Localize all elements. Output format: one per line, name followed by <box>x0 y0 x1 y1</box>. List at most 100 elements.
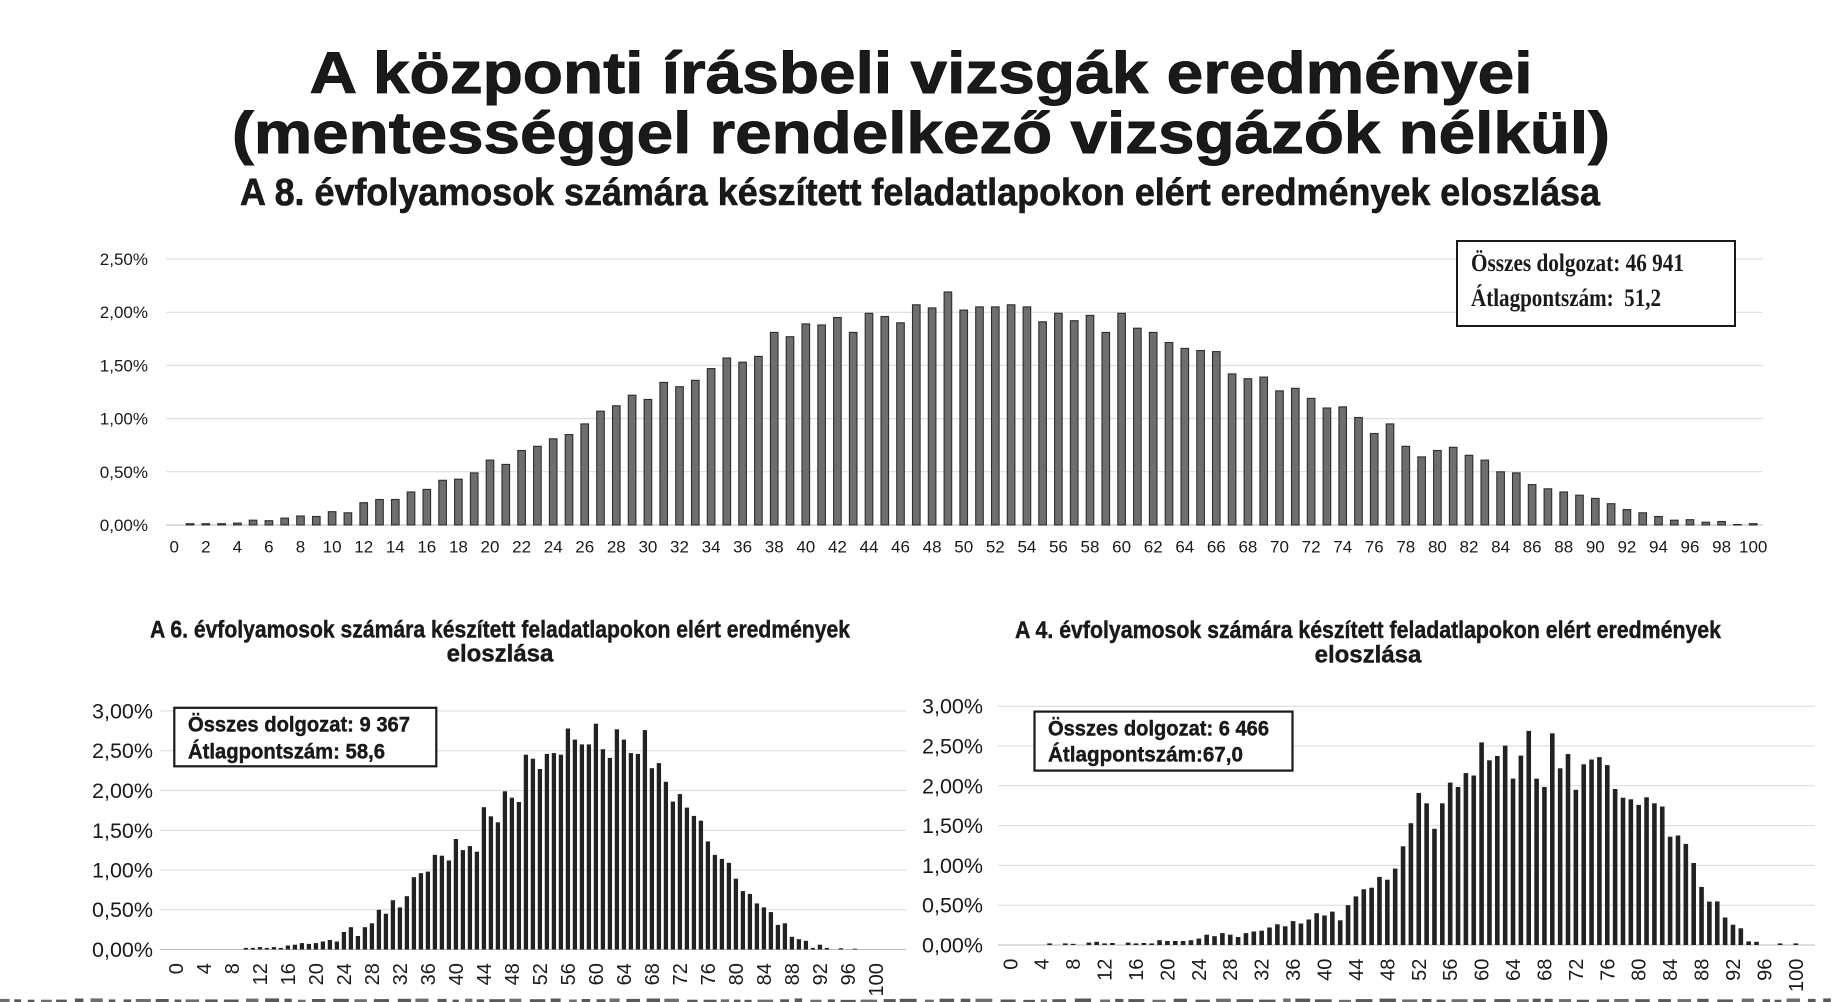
svg-text:86: 86 <box>1523 538 1542 557</box>
svg-text:56: 56 <box>1440 959 1462 981</box>
svg-text:12: 12 <box>1095 959 1117 981</box>
svg-text:A 8. évfolyamosok számára kész: A 8. évfolyamosok számára készített fela… <box>240 172 1601 214</box>
svg-text:0,00%: 0,00% <box>922 934 983 958</box>
svg-text:28: 28 <box>607 538 626 557</box>
svg-text:70: 70 <box>1270 538 1289 557</box>
svg-text:88: 88 <box>1554 538 1573 557</box>
svg-text:0: 0 <box>1000 959 1022 970</box>
svg-text:2,00%: 2,00% <box>100 303 148 322</box>
svg-text:60: 60 <box>1112 538 1131 557</box>
svg-text:100: 100 <box>866 963 888 996</box>
svg-text:56: 56 <box>1049 538 1068 557</box>
svg-text:0: 0 <box>169 538 178 557</box>
svg-text:88: 88 <box>1692 959 1714 981</box>
svg-text:8: 8 <box>222 963 244 974</box>
svg-text:80: 80 <box>1629 959 1651 981</box>
svg-text:24: 24 <box>544 538 563 557</box>
svg-text:8: 8 <box>1063 959 1085 970</box>
svg-text:96: 96 <box>1681 538 1700 557</box>
svg-text:18: 18 <box>449 538 468 557</box>
svg-text:40: 40 <box>446 963 468 985</box>
svg-text:0,50%: 0,50% <box>922 894 983 918</box>
svg-text:Átlagpontszám: 58,6: Átlagpontszám: 58,6 <box>188 741 385 764</box>
svg-text:64: 64 <box>1503 959 1525 981</box>
svg-text:10: 10 <box>323 538 342 557</box>
svg-text:eloszlása: eloszlása <box>447 641 554 668</box>
svg-text:(mentességgel rendelkező vizsg: (mentességgel rendelkező vizsgázók nélkü… <box>232 101 1610 166</box>
svg-text:12: 12 <box>354 538 373 557</box>
svg-text:52: 52 <box>530 963 552 985</box>
svg-text:22: 22 <box>512 538 531 557</box>
svg-text:66: 66 <box>1207 538 1226 557</box>
svg-text:42: 42 <box>828 538 847 557</box>
svg-text:2,50%: 2,50% <box>92 739 153 763</box>
svg-text:76: 76 <box>1597 959 1619 981</box>
svg-text:20: 20 <box>481 538 500 557</box>
svg-text:A központi írásbeli vizsgák er: A központi írásbeli vizsgák eredményei <box>310 41 1533 106</box>
svg-text:A 6. évfolyamosok számára kész: A 6. évfolyamosok számára készített fela… <box>150 617 851 644</box>
svg-text:1,50%: 1,50% <box>922 814 983 838</box>
svg-text:48: 48 <box>502 963 524 985</box>
svg-text:A 4. évfolyamosok számára kész: A 4. évfolyamosok számára készített fela… <box>1015 617 1722 644</box>
svg-text:68: 68 <box>1238 538 1257 557</box>
svg-text:12: 12 <box>250 963 272 985</box>
svg-text:32: 32 <box>1252 959 1274 981</box>
svg-text:Összes dolgozat: 46 941: Összes dolgozat: 46 941 <box>1471 250 1684 277</box>
svg-text:0,50%: 0,50% <box>92 898 153 922</box>
svg-text:16: 16 <box>1126 959 1148 981</box>
svg-text:80: 80 <box>726 963 748 985</box>
svg-text:90: 90 <box>1586 538 1605 557</box>
svg-text:1,00%: 1,00% <box>922 854 983 878</box>
svg-text:92: 92 <box>1617 538 1636 557</box>
svg-text:80: 80 <box>1428 538 1447 557</box>
svg-text:92: 92 <box>810 963 832 985</box>
svg-text:98: 98 <box>1712 538 1731 557</box>
svg-text:Átlagpontszám:67,0: Átlagpontszám:67,0 <box>1048 744 1243 767</box>
svg-text:4: 4 <box>233 538 242 557</box>
svg-text:78: 78 <box>1396 538 1415 557</box>
svg-text:24: 24 <box>334 963 356 985</box>
svg-text:6: 6 <box>264 538 273 557</box>
svg-text:72: 72 <box>670 963 692 985</box>
svg-text:44: 44 <box>1346 959 1368 981</box>
svg-text:28: 28 <box>362 963 384 985</box>
svg-text:0,00%: 0,00% <box>100 516 148 535</box>
svg-text:84: 84 <box>754 963 776 985</box>
svg-text:76: 76 <box>1365 538 1384 557</box>
svg-text:44: 44 <box>860 538 879 557</box>
svg-text:96: 96 <box>838 963 860 985</box>
svg-text:50: 50 <box>954 538 973 557</box>
svg-text:1,00%: 1,00% <box>100 410 148 429</box>
svg-text:100: 100 <box>1786 959 1808 992</box>
svg-text:2,50%: 2,50% <box>922 735 983 759</box>
svg-text:68: 68 <box>1534 959 1556 981</box>
svg-text:eloszlása: eloszlása <box>1315 642 1422 669</box>
svg-text:60: 60 <box>586 963 608 985</box>
svg-text:88: 88 <box>782 963 804 985</box>
svg-text:84: 84 <box>1660 959 1682 981</box>
svg-text:30: 30 <box>638 538 657 557</box>
svg-text:14: 14 <box>386 538 405 557</box>
svg-text:36: 36 <box>1283 959 1305 981</box>
svg-text:24: 24 <box>1189 959 1211 981</box>
svg-text:40: 40 <box>1315 959 1337 981</box>
svg-text:28: 28 <box>1220 959 1242 981</box>
svg-text:16: 16 <box>417 538 436 557</box>
svg-text:36: 36 <box>418 963 440 985</box>
svg-text:58: 58 <box>1081 538 1100 557</box>
svg-text:38: 38 <box>765 538 784 557</box>
svg-text:Összes dolgozat: 9 367: Összes dolgozat: 9 367 <box>188 714 410 737</box>
svg-text:64: 64 <box>1175 538 1194 557</box>
svg-text:62: 62 <box>1144 538 1163 557</box>
svg-text:4: 4 <box>194 963 216 974</box>
svg-text:48: 48 <box>1377 959 1399 981</box>
svg-text:16: 16 <box>278 963 300 985</box>
svg-text:0: 0 <box>166 963 188 974</box>
svg-text:0,50%: 0,50% <box>100 463 148 482</box>
svg-text:56: 56 <box>558 963 580 985</box>
svg-text:2,00%: 2,00% <box>92 779 153 803</box>
svg-text:76: 76 <box>698 963 720 985</box>
svg-text:54: 54 <box>1017 538 1036 557</box>
svg-text:100: 100 <box>1739 538 1767 557</box>
svg-text:36: 36 <box>733 538 752 557</box>
